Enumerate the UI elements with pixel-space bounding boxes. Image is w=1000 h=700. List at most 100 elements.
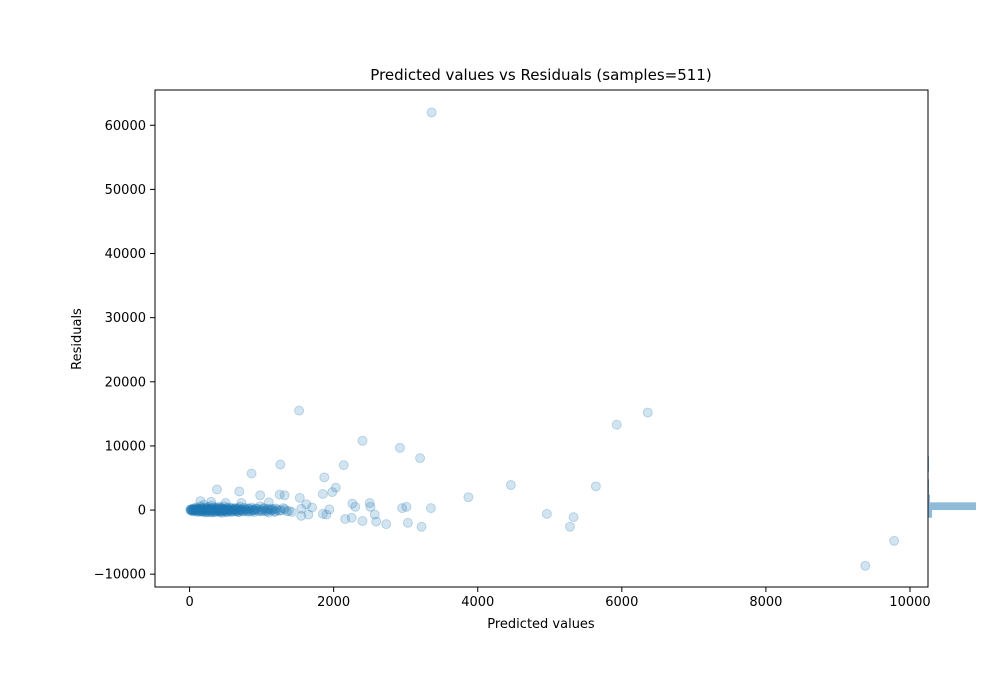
data-point	[191, 502, 202, 513]
data-point	[889, 535, 900, 546]
data-point	[227, 504, 238, 515]
data-point	[225, 505, 236, 516]
data-point	[425, 503, 436, 514]
data-point	[226, 503, 236, 514]
data-point	[260, 505, 271, 516]
data-point	[394, 442, 405, 453]
data-point	[208, 504, 219, 515]
data-point	[233, 506, 244, 517]
data-point	[324, 504, 335, 515]
data-point	[195, 506, 206, 517]
data-point	[198, 499, 209, 510]
data-point	[259, 503, 270, 514]
data-point	[201, 503, 212, 514]
data-point	[268, 503, 279, 514]
data-point	[195, 504, 206, 515]
data-point	[244, 506, 255, 517]
x-tick-label: 4000	[461, 595, 494, 610]
data-point	[234, 504, 245, 515]
data-point	[261, 506, 272, 517]
data-point	[237, 503, 248, 514]
data-point	[212, 505, 223, 516]
y-tick-label: 50000	[105, 183, 146, 198]
data-point	[197, 502, 208, 513]
data-point	[220, 497, 231, 508]
data-point	[215, 503, 226, 514]
data-point	[221, 502, 232, 513]
data-point	[213, 507, 224, 518]
data-point	[294, 492, 305, 503]
data-point	[238, 506, 249, 517]
data-point	[340, 514, 351, 525]
data-point	[357, 515, 368, 526]
data-point	[212, 504, 223, 515]
data-point	[246, 502, 257, 513]
data-point	[202, 506, 213, 517]
data-point	[203, 505, 214, 516]
data-point	[229, 503, 240, 514]
data-point	[286, 506, 297, 517]
data-point	[249, 506, 260, 517]
data-point	[198, 504, 209, 515]
data-point	[590, 481, 601, 492]
data-point	[250, 503, 261, 514]
data-point	[204, 504, 215, 515]
data-point	[220, 505, 231, 516]
data-point	[188, 504, 199, 515]
data-point	[338, 460, 349, 471]
data-point	[205, 507, 216, 518]
data-point	[228, 506, 239, 517]
y-axis-title: Residuals	[70, 308, 85, 370]
data-point	[192, 506, 203, 517]
data-point	[270, 506, 281, 517]
data-point	[217, 504, 228, 515]
data-point	[239, 502, 250, 513]
data-point	[231, 504, 242, 515]
data-point	[191, 503, 202, 514]
data-point	[194, 506, 205, 517]
data-point	[256, 506, 267, 517]
data-point	[222, 503, 233, 514]
plot-frame	[154, 89, 929, 588]
data-point	[274, 489, 285, 500]
data-point	[347, 498, 358, 509]
data-point	[218, 503, 229, 514]
histogram-bar	[928, 510, 932, 518]
histogram-bar	[928, 494, 930, 503]
data-point	[217, 503, 228, 514]
data-point	[230, 503, 241, 514]
data-point	[257, 505, 268, 516]
data-point	[281, 506, 292, 517]
data-point	[223, 505, 234, 516]
data-point	[330, 482, 341, 493]
data-point	[204, 503, 215, 514]
data-point	[611, 419, 622, 430]
data-point	[188, 504, 199, 515]
data-point	[246, 468, 257, 479]
data-point	[234, 486, 245, 497]
data-point	[327, 487, 338, 498]
data-point	[197, 503, 208, 514]
data-point	[189, 503, 200, 514]
data-point	[214, 501, 225, 512]
data-point	[206, 500, 217, 511]
data-point	[193, 505, 204, 516]
data-point	[243, 503, 254, 514]
data-point	[255, 490, 266, 501]
data-point	[211, 504, 222, 515]
data-point	[216, 506, 227, 517]
data-point	[253, 506, 264, 517]
data-point	[185, 505, 196, 516]
data-point	[564, 521, 575, 532]
data-point	[271, 503, 282, 514]
data-point	[205, 504, 216, 515]
data-point	[276, 505, 287, 516]
data-point	[229, 505, 240, 516]
data-point	[187, 505, 198, 516]
y-tick-label: 0	[138, 504, 146, 519]
data-point	[200, 506, 211, 517]
data-point	[357, 435, 368, 446]
data-point	[321, 509, 332, 520]
x-axis-ticks: 0 2000 4000 6000 8000 10000	[185, 587, 931, 610]
